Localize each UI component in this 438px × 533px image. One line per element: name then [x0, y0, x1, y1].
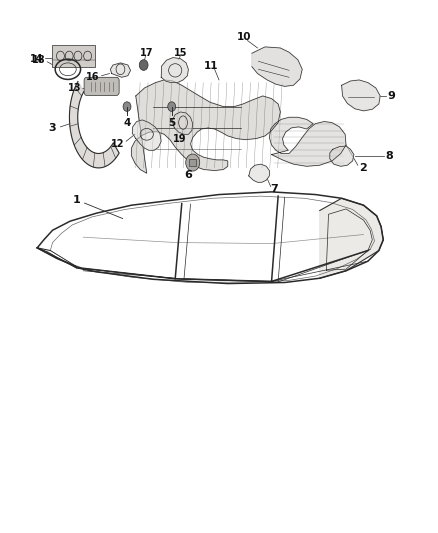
Polygon shape — [37, 248, 81, 268]
Polygon shape — [249, 164, 269, 182]
Text: 18: 18 — [32, 55, 46, 64]
FancyBboxPatch shape — [189, 159, 196, 166]
Polygon shape — [342, 80, 380, 111]
Text: 15: 15 — [174, 49, 187, 58]
Text: 1: 1 — [73, 195, 81, 205]
Text: 17: 17 — [140, 49, 153, 58]
Circle shape — [168, 102, 176, 111]
Text: 8: 8 — [385, 151, 393, 160]
Polygon shape — [252, 47, 302, 86]
FancyBboxPatch shape — [84, 77, 119, 95]
Text: 13: 13 — [67, 83, 81, 93]
Text: 4: 4 — [124, 118, 131, 127]
Polygon shape — [132, 120, 161, 150]
Polygon shape — [161, 58, 188, 83]
Polygon shape — [110, 63, 131, 77]
Text: 19: 19 — [173, 134, 186, 143]
Text: 11: 11 — [204, 61, 219, 70]
Text: 3: 3 — [48, 123, 56, 133]
Polygon shape — [269, 117, 346, 166]
Text: 12: 12 — [111, 139, 124, 149]
Polygon shape — [320, 198, 383, 278]
Text: 2: 2 — [359, 163, 367, 173]
FancyBboxPatch shape — [52, 45, 95, 67]
Text: 14: 14 — [30, 54, 44, 63]
Circle shape — [139, 60, 148, 70]
Text: 16: 16 — [86, 72, 100, 82]
Text: 9: 9 — [388, 91, 396, 101]
Text: 6: 6 — [184, 170, 192, 180]
Text: 5: 5 — [168, 118, 175, 127]
Polygon shape — [330, 146, 354, 166]
Polygon shape — [172, 112, 193, 134]
Text: 10: 10 — [237, 33, 252, 42]
Text: 7: 7 — [271, 184, 279, 194]
Polygon shape — [131, 80, 280, 173]
Circle shape — [123, 102, 131, 111]
Circle shape — [186, 154, 200, 171]
Polygon shape — [70, 82, 119, 168]
